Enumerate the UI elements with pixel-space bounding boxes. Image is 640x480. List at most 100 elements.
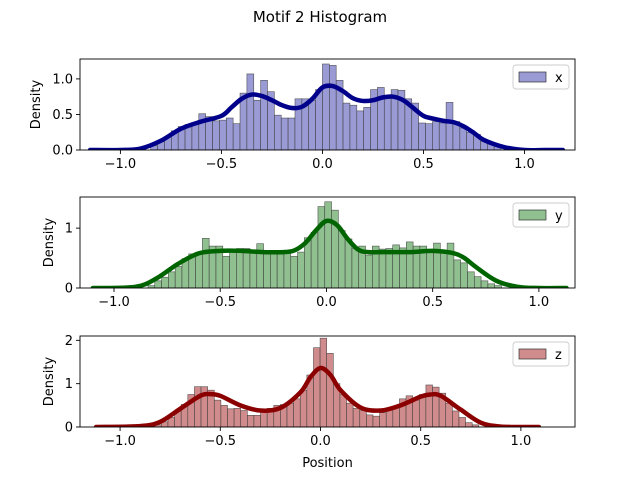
x-tick-label: −0.5 (204, 295, 236, 310)
histogram-bar (438, 122, 447, 150)
x-tick-label: 0.0 (316, 295, 337, 310)
histogram-bar (425, 384, 433, 427)
histogram-bar (452, 410, 460, 427)
axes-frame (79, 58, 576, 151)
histogram-bar (366, 414, 374, 427)
histogram-bar (293, 398, 301, 427)
histogram-bar (297, 251, 305, 288)
histogram-bar (329, 65, 337, 150)
histogram-bar (460, 262, 468, 288)
legend-swatch (518, 209, 547, 221)
histogram-bar (406, 241, 414, 288)
plot-area (87, 63, 566, 150)
x-tick-label: −1.0 (104, 434, 136, 449)
histogram-bar (418, 122, 426, 150)
panel-z: −1.0 −0.5 0.0 0.5 1.0 0 1 2 Density z (42, 334, 576, 449)
y-axis-label: Density (29, 79, 44, 129)
histogram-bar (161, 276, 169, 288)
y-axis-label: Density (42, 356, 57, 406)
legend-label: y (555, 209, 563, 224)
histogram-bar (222, 255, 230, 288)
histogram-bar (246, 73, 255, 150)
histogram-bar (378, 248, 387, 288)
panel-y: −1.0 −0.5 0.0 0.5 1.0 0 1 Density y (42, 196, 576, 310)
x-tick-label: −0.5 (204, 434, 236, 449)
histogram-bar (432, 121, 440, 150)
kde-line-z (93, 365, 542, 427)
histogram-bar (383, 95, 392, 150)
histogram-bar (313, 347, 321, 427)
histogram-bar (372, 415, 380, 427)
histogram-bar (480, 280, 489, 288)
legend: y (512, 202, 570, 228)
histogram-bar (317, 206, 326, 288)
histogram-bar (263, 253, 271, 288)
histogram-bar (174, 266, 183, 288)
histogram-bar (315, 89, 323, 150)
histogram-bar (249, 250, 258, 288)
x-tick-label: 0.5 (422, 295, 443, 310)
y-tick-label: 0 (65, 421, 73, 436)
histogram-bar (379, 412, 387, 427)
legend: z (512, 341, 570, 367)
histogram-bar (253, 414, 261, 427)
histogram-bar (253, 99, 261, 150)
histogram-bar (233, 408, 242, 427)
histogram-bar (322, 63, 330, 150)
histogram-bar (440, 250, 448, 288)
histogram-bar (227, 408, 235, 427)
y-tick-label: 1.0 (52, 72, 73, 87)
x-tick-label: 0.5 (413, 157, 434, 172)
y-tick-label: 0.0 (52, 144, 73, 159)
histogram-bar (280, 117, 289, 150)
histogram-bar (363, 107, 371, 150)
histogram-bar (219, 119, 227, 150)
kde-line-x (87, 83, 566, 150)
histogram-bar (220, 405, 228, 427)
histogram-bar (310, 232, 319, 288)
histogram-bar (287, 117, 296, 150)
histogram-bar (308, 99, 316, 150)
y-tick-label: 2 (65, 334, 73, 349)
histogram-bar (236, 248, 244, 288)
histogram-bar (213, 399, 222, 427)
x-tick-label: 0.5 (410, 434, 431, 449)
histogram-bar (283, 249, 292, 288)
x-tick-label: 0.0 (312, 157, 333, 172)
histogram-bar (351, 248, 360, 288)
histogram-bar (349, 104, 358, 150)
x-tick-label: −1.0 (98, 295, 130, 310)
histogram-bar (385, 248, 394, 288)
histogram-bar (225, 117, 234, 150)
histogram-bar (286, 402, 294, 427)
histogram-bar (385, 409, 394, 427)
x-tick-label: 1.0 (514, 157, 535, 172)
histogram-bar (270, 253, 278, 288)
x-tick-label: 1.0 (529, 295, 550, 310)
histogram-bar (344, 238, 353, 288)
y-axis-label: Density (42, 217, 57, 267)
histogram-bar (260, 410, 268, 427)
histogram-bar (426, 250, 434, 288)
histogram-bar (212, 120, 220, 150)
histogram-bar (352, 408, 361, 427)
histogram-bar (458, 417, 466, 427)
histogram-bar (445, 402, 453, 427)
histogram-bar (465, 422, 473, 427)
histogram-bar (276, 252, 285, 288)
x-tick-label: 1.0 (511, 434, 532, 449)
x-tick-label: −0.5 (206, 157, 238, 172)
histogram-bar (446, 242, 455, 288)
histogram-bar (240, 410, 248, 427)
y-tick-label: 1 (65, 222, 73, 237)
x-axis-label: Position (302, 456, 353, 471)
legend-swatch (518, 348, 547, 360)
histogram-bar (168, 271, 176, 288)
legend: x (512, 64, 570, 90)
histogram-bar (319, 337, 327, 427)
figure-title: Motif 2 Histogram (253, 8, 387, 26)
histogram-bar (260, 80, 268, 150)
y-tick-label: 0 (65, 282, 73, 297)
panels: −1.0 −0.5 0.0 0.5 1.0 0.0 0.5 1.0 Density x −1.0 −0… (29, 58, 576, 449)
